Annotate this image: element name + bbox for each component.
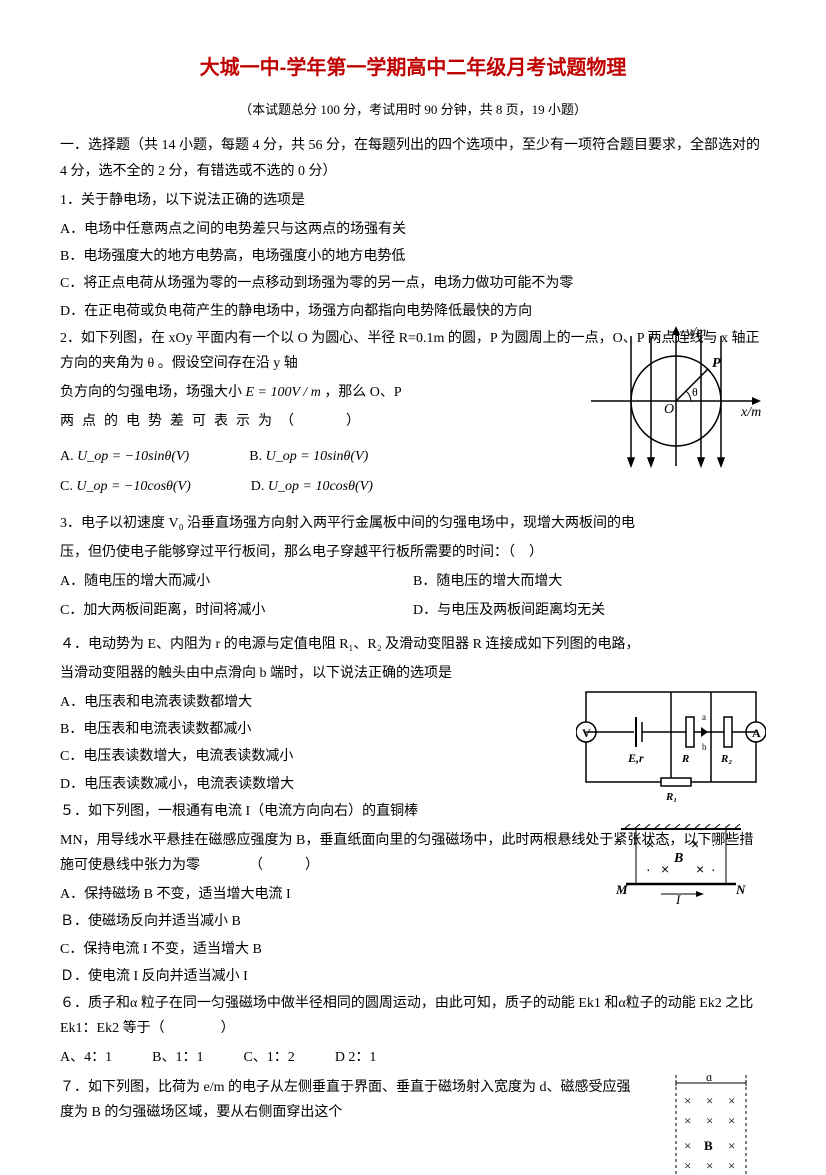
svg-text:×: × (728, 1093, 735, 1108)
q2-diagram: y/m x/m θ P O (586, 321, 766, 471)
q6-option-c: C、1：2 (243, 1045, 294, 1070)
q2-text3: ，那么 O、P (324, 385, 401, 400)
q2-options-row2: C. U_op = −10cosθ(V) D. U_op = 10cosθ(V) (60, 474, 766, 499)
question-3: 3．电子以初速度 V₀ 沿垂直场强方向射入两平行金属板中间的匀强电场中，现增大两… (60, 511, 766, 536)
svg-text:·: · (646, 861, 651, 877)
svg-text:×: × (696, 861, 704, 877)
q5-option-d: Ｄ．使电流 I 反向并适当减小 I (60, 964, 766, 989)
svg-text:×: × (684, 1138, 691, 1153)
svg-text:×: × (661, 861, 669, 877)
q3-option-c: C．加大两板间距离，时间将减小 (60, 598, 413, 623)
svg-text:×: × (706, 1113, 713, 1128)
svg-text:·: · (711, 836, 716, 852)
page-subtitle: （本试题总分 100 分，考试用时 90 分钟，共 8 页，19 小题） (60, 98, 766, 121)
q6-option-a: A、4：1 (60, 1045, 112, 1070)
svg-text:V: V (582, 726, 591, 740)
question-6: ６．质子和α 粒子在同一匀强磁场中做半径相同的圆周运动，由此可知，质子的动能 E… (60, 991, 766, 1041)
svg-text:M: M (615, 882, 628, 897)
q2-c-formula: U_op = −10cosθ(V) (76, 479, 190, 494)
q7-diagram: d × × × × × × × × × × × B (656, 1075, 766, 1175)
question-5: ５．如下列图，一根通有电流 I（电流方向向右）的直铜棒 (60, 799, 766, 824)
svg-text:A: A (752, 726, 761, 740)
question-7: ７．如下列图，比荷为 e/m 的电子从左侧垂直于界面、垂直于磁场射入宽度为 d、… (60, 1075, 640, 1125)
svg-text:N: N (735, 882, 746, 897)
question-3-text2: 压，但仍使电子能够穿过平行板间，那么电子穿越平行板所需要的时间：（ ） (60, 540, 766, 565)
svg-text:R: R (681, 753, 689, 765)
svg-text:E,r: E,r (627, 751, 644, 765)
q6-option-b: B、1：1 (152, 1045, 203, 1070)
q5-diagram: M N B I ×·×· ·××· (606, 824, 756, 909)
svg-text:×: × (646, 836, 654, 852)
q2-c-label: C. (60, 479, 73, 494)
svg-text:b: b (702, 742, 707, 752)
svg-text:O: O (664, 402, 674, 417)
svg-text:B: B (673, 851, 683, 866)
svg-text:×: × (684, 1113, 691, 1128)
question-4: ４．电动势为 E、内阻为 r 的电源与定值电阻 R₁、R₂ 及滑动变阻器 R 连… (60, 632, 766, 657)
question-5-block: ５．如下列图，一根通有电流 I（电流方向向右）的直铜棒 MN，用导线水平悬挂在磁… (60, 799, 766, 989)
q5-option-c: C．保持电流 I 不变，适当增大 B (60, 937, 766, 962)
page-title: 大城一中-学年第一学期高中二年级月考试题物理 (60, 50, 766, 86)
q1-option-b: B．电场强度大的地方电势高，电场强度小的地方电势低 (60, 244, 766, 269)
q2-formula: E = 100V / m (246, 385, 321, 400)
q3-option-a: A．随电压的增大而减小 (60, 569, 413, 594)
q2-text2: 负方向的匀强电场，场强大小 (60, 385, 242, 400)
q1-option-c: C．将正点电荷从场强为零的一点移动到场强为零的另一点，电场力做功可能不为零 (60, 271, 766, 296)
question-2-text4: 两点的电势差可表示为（ ） (60, 409, 540, 434)
svg-text:a: a (702, 712, 706, 722)
svg-text:×: × (728, 1113, 735, 1128)
q5-option-b: Ｂ．使磁场反向并适当减小 B (60, 909, 766, 934)
q6-option-d: D 2：1 (335, 1045, 377, 1070)
q2-d-formula: U_op = 10cosθ(V) (268, 479, 373, 494)
q4-diagram: V A E,r R a b R₂ R₁ (576, 682, 766, 802)
q3-options-row1: A．随电压的增大而减小 B．随电压的增大而增大 (60, 569, 766, 594)
question-2-block: 2．如下列图，在 xOy 平面内有一个以 O 为圆心、半径 R=0.1m 的圆，… (60, 326, 766, 499)
svg-text:x/m: x/m (740, 405, 761, 420)
svg-text:×: × (706, 1093, 713, 1108)
svg-text:·: · (711, 861, 716, 877)
svg-text:θ: θ (692, 385, 698, 399)
svg-text:×: × (728, 1158, 735, 1173)
q3-options-row2: C．加大两板间距离，时间将减小 D．与电压及两板间距离均无关 (60, 598, 766, 623)
q3-option-d: D．与电压及两板间距离均无关 (413, 598, 766, 623)
q2-b-label: B. (249, 449, 262, 464)
q2-d-label: D. (251, 479, 265, 494)
svg-text:×: × (691, 836, 699, 852)
section-1-header: 一．选择题（共 14 小题，每题 4 分，共 56 分，在每题列出的四个选项中，… (60, 133, 766, 183)
q2-a-formula: U_op = −10sinθ(V) (77, 449, 189, 464)
svg-text:P: P (712, 356, 721, 371)
q3-option-b: B．随电压的增大而增大 (413, 569, 766, 594)
svg-text:·: · (666, 836, 671, 852)
svg-text:d: d (706, 1075, 712, 1084)
svg-text:×: × (684, 1158, 691, 1173)
question-4-block: ４．电动势为 E、内阻为 r 的电源与定值电阻 R₁、R₂ 及滑动变阻器 R 连… (60, 632, 766, 797)
svg-text:×: × (684, 1093, 691, 1108)
svg-text:×: × (706, 1158, 713, 1173)
q6-options: A、4：1 B、1：1 C、1：2 D 2：1 (60, 1045, 766, 1070)
svg-text:×: × (728, 1138, 735, 1153)
svg-text:B: B (704, 1138, 713, 1153)
question-7-block: ７．如下列图，比荷为 e/m 的电子从左侧垂直于界面、垂直于磁场射入宽度为 d、… (60, 1075, 766, 1125)
q1-option-a: A．电场中任意两点之间的电势差只与这两点的场强有关 (60, 217, 766, 242)
question-1: 1．关于静电场，以下说法正确的选项是 (60, 188, 766, 213)
q2-b-formula: U_op = 10sinθ(V) (266, 449, 369, 464)
svg-text:y/m: y/m (684, 325, 706, 340)
q2-a-label: A. (60, 449, 74, 464)
svg-text:R₂: R₂ (720, 753, 732, 765)
